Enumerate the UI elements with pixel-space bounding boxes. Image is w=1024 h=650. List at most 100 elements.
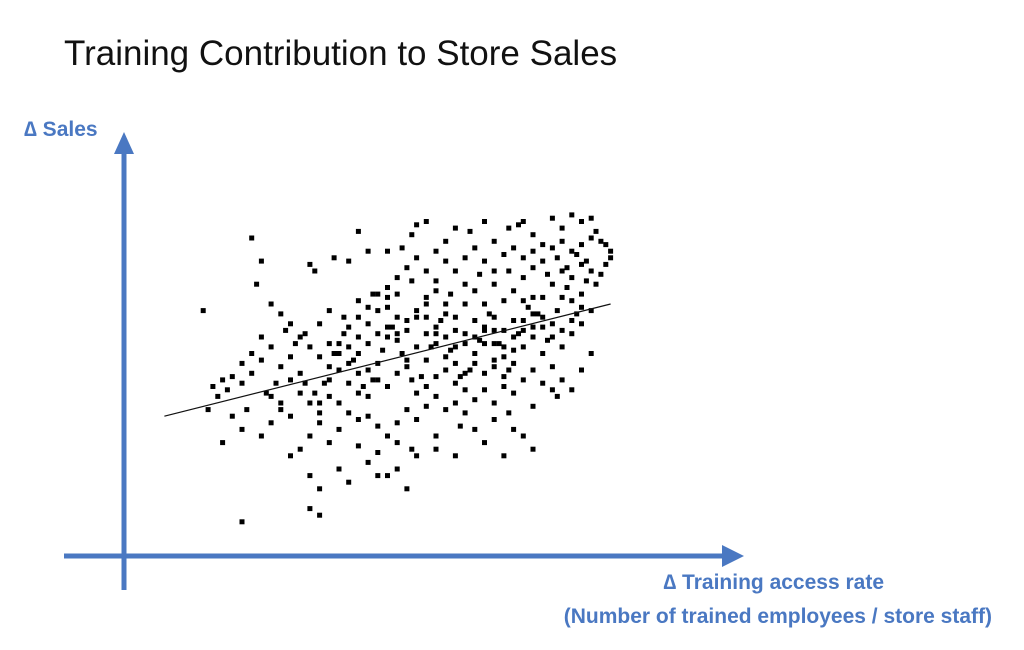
data-point [540,258,546,264]
data-point [409,377,415,383]
data-point [467,367,473,373]
data-point [326,377,332,383]
data-point [511,390,517,396]
data-point [579,242,584,248]
data-point [288,321,293,327]
data-point [423,294,429,300]
data-point [297,446,303,452]
data-point [336,426,342,432]
data-point [409,278,415,284]
data-point [516,222,521,228]
data-point [268,420,274,426]
data-point [583,278,589,284]
data-point [385,334,390,340]
data-point [302,380,308,386]
data-point [220,440,226,446]
data-point [467,228,473,234]
data-point [511,347,517,353]
data-point [317,420,323,426]
y-axis-arrowhead [114,132,134,154]
data-point [433,393,439,399]
data-point [603,242,609,248]
data-point [549,387,555,393]
data-point [433,248,439,254]
data-point [443,301,449,307]
data-point [205,407,211,413]
data-point [588,215,594,221]
data-point [491,364,497,370]
data-point [365,304,371,310]
data-point [443,258,449,264]
data-point [336,367,342,373]
data-point [452,344,458,350]
data-point [385,248,390,254]
data-point [404,407,410,413]
data-point [317,400,323,406]
data-point [336,400,342,406]
data-point [220,377,226,383]
data-point [520,255,526,261]
data-point [540,294,546,300]
data-point [414,308,420,314]
data-point [375,291,381,297]
data-point [249,235,255,241]
data-point [399,245,405,251]
data-point [370,291,376,297]
data-point [554,393,560,399]
data-point [452,268,458,274]
data-point [569,387,575,393]
data-point [530,324,536,330]
data-point [501,354,507,360]
data-point [346,258,352,264]
data-point [472,351,478,356]
data-point [249,370,255,376]
data-point [579,291,584,297]
data-point [520,219,526,224]
data-point [525,304,531,310]
data-point [511,288,517,294]
data-point [530,367,536,373]
data-point [292,341,298,347]
data-point [559,327,565,333]
data-point [482,219,487,224]
data-point [331,255,337,261]
data-point [423,219,429,224]
data-point [496,341,502,347]
data-point [317,354,323,360]
data-point [472,288,478,294]
data-point [341,314,347,320]
data-point [491,314,497,320]
data-point [477,337,483,343]
data-point [355,390,361,396]
data-point [317,321,323,327]
data-point [355,228,361,234]
data-point [438,318,444,323]
data-point [477,271,483,277]
data-point [452,453,458,459]
data-point [336,466,342,472]
data-point [326,393,332,399]
data-point [462,410,468,416]
data-point [491,327,497,333]
data-point [472,397,478,403]
data-point [409,232,415,238]
data-point [559,225,565,231]
data-point [375,473,381,479]
data-point [278,364,284,370]
data-point [491,341,497,347]
data-point [258,334,264,340]
data-point [307,506,313,512]
data-point [346,344,352,350]
data-point [443,238,449,244]
data-point [268,301,274,307]
data-point [331,351,337,356]
data-point [375,450,381,455]
data-point [520,327,526,333]
data-point [588,351,594,356]
data-point [239,519,245,525]
data-point [579,321,584,327]
data-point [520,318,526,323]
data-point [501,453,507,459]
data-point [375,423,381,429]
